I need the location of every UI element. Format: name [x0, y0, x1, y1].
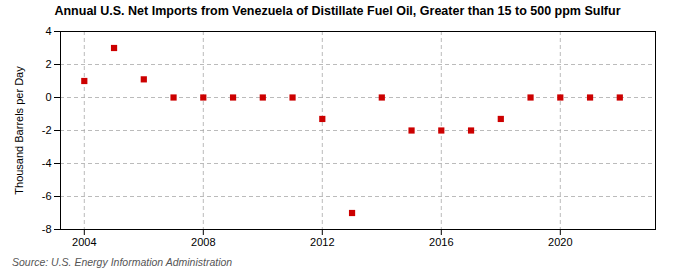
- svg-text:0: 0: [45, 91, 51, 103]
- svg-text:-6: -6: [42, 190, 52, 202]
- svg-text:-2: -2: [42, 124, 52, 136]
- svg-text:2: 2: [45, 58, 51, 70]
- svg-text:2012: 2012: [310, 236, 334, 248]
- svg-text:2004: 2004: [72, 236, 96, 248]
- svg-text:4: 4: [45, 25, 51, 37]
- svg-text:Thousand Barrels per Day: Thousand Barrels per Day: [13, 66, 25, 195]
- svg-text:-4: -4: [42, 157, 52, 169]
- html-text:Source: U.S. Energy Informatio: Source: U.S. Energy Information Administ…: [12, 256, 233, 268]
- html-text:Annual U.S. Net Imports from V: Annual U.S. Net Imports from Venezuela o…: [54, 4, 621, 18]
- svg-text:2020: 2020: [548, 236, 572, 248]
- svg-text:2008: 2008: [191, 236, 215, 248]
- svg-text:2016: 2016: [429, 236, 453, 248]
- svg-text:-8: -8: [42, 223, 52, 235]
